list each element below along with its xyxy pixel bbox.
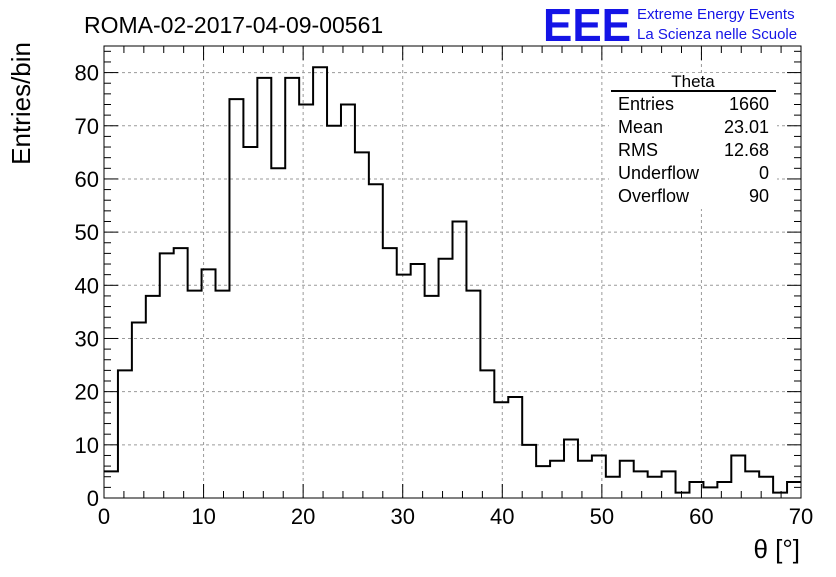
y-tick-label: 20: [75, 380, 99, 405]
stats-row-label: Mean: [618, 117, 663, 137]
y-axis-label: Entries/bin: [6, 42, 36, 165]
x-tick-label: 50: [590, 504, 614, 529]
stats-row-label: Entries: [618, 94, 674, 114]
y-tick-label: 40: [75, 273, 99, 298]
plot-frame: [103, 45, 802, 499]
stats-row-label: Underflow: [618, 163, 700, 183]
eee-logo: EEE Extreme Energy Events La Scienza nel…: [543, 0, 797, 51]
y-tick-label: 10: [75, 433, 99, 458]
tick-labels: 0 10 20 30 40 50 60 70 0 10 20 30 40 50 60 70 80: [75, 61, 814, 529]
histogram-line: [104, 66, 801, 494]
x-tick-label: 10: [191, 504, 215, 529]
y-tick-label: 30: [75, 326, 99, 351]
y-tick-label: 50: [75, 220, 99, 245]
stats-row-value: 90: [749, 186, 769, 206]
stats-box-background: [609, 73, 777, 209]
x-tick-label: 0: [98, 504, 110, 529]
stats-row-value: 0: [759, 163, 769, 183]
x-tick-label: 70: [789, 504, 813, 529]
stats-title: Theta: [671, 72, 715, 91]
x-tick-label: 60: [689, 504, 713, 529]
stats-row-label: RMS: [618, 140, 658, 160]
eee-logo-mark: EEE: [543, 0, 631, 51]
stats-row-value: 23.01: [724, 117, 769, 137]
x-tick-label: 30: [390, 504, 414, 529]
stats-row-value: 1660: [729, 94, 769, 114]
y-tick-label: 80: [75, 61, 99, 86]
y-tick-label: 70: [75, 114, 99, 139]
eee-logo-line1: Extreme Energy Events: [637, 6, 795, 23]
stats-row-label: Overflow: [618, 186, 690, 206]
x-axis-label: θ [°]: [753, 534, 800, 564]
plot-title: ROMA-02-2017-04-09-00561: [84, 12, 383, 38]
stats-row-value: 12.68: [724, 140, 769, 160]
x-tick-label: 40: [490, 504, 514, 529]
y-tick-label: 60: [75, 167, 99, 192]
y-tick-label: 0: [87, 486, 99, 511]
stats-box: Theta Entries 1660 Mean 23.01 RMS 12.68 Underf…: [609, 72, 777, 209]
eee-logo-line2: La Scienza nelle Scuole: [637, 26, 797, 43]
x-tick-label: 20: [291, 504, 315, 529]
stats-rows: Entries 1660 Mean 23.01 RMS 12.68 Underflow 0 Ov…: [618, 94, 769, 206]
axis-ticks: [103, 46, 802, 499]
